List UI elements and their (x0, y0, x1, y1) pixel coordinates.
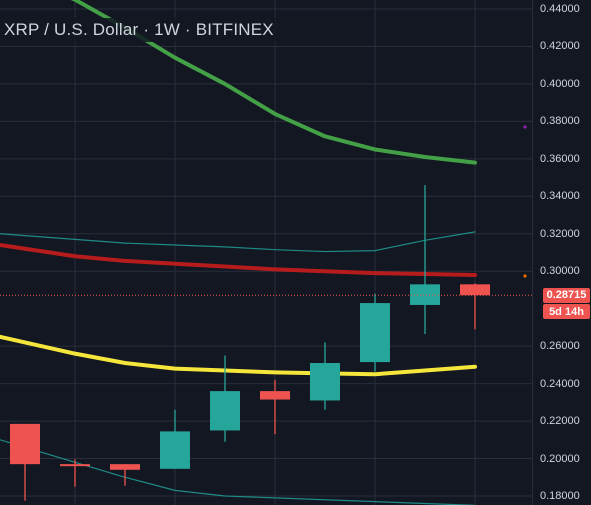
price-tick-label: 0.36000 (540, 152, 580, 165)
candle-up (360, 293, 390, 372)
candle-down (460, 283, 490, 330)
price-tick-label: 0.34000 (540, 190, 580, 203)
symbol-title: XRP / U.S. Dollar · 1W · BITFINEX (0, 18, 280, 42)
price-tick-label: 0.18000 (540, 490, 580, 502)
last-price-badge: 0.28715 (543, 287, 590, 303)
candle-body (460, 284, 490, 296)
candle-up (160, 409, 190, 469)
candle-body (160, 431, 190, 469)
candle-down (260, 379, 290, 435)
candle-down (60, 459, 90, 487)
series-marker-dot (523, 274, 527, 278)
price-tick-label: 0.26000 (540, 340, 580, 353)
candle-up (210, 355, 240, 442)
candle-down (110, 464, 140, 486)
series-marker-dot (523, 125, 527, 129)
candle-body (310, 363, 340, 401)
candle-body (10, 423, 40, 465)
price-axis[interactable]: 0.44000 0.42000 0.40000 0.38000 0.36000 0.340… (532, 0, 591, 505)
price-chart[interactable] (0, 0, 532, 505)
ma-line-red (0, 243, 477, 277)
chart-area[interactable] (0, 0, 532, 505)
ma-line-green (70, 0, 477, 165)
envelope-upper-line (0, 231, 476, 253)
candle-body (210, 391, 240, 431)
price-tick-label: 0.22000 (540, 415, 580, 428)
price-tick-label: 0.20000 (540, 452, 580, 465)
ma-line-yellow (0, 334, 477, 377)
price-tick-label: 0.38000 (540, 115, 580, 128)
envelope-lower-line (0, 439, 476, 505)
price-tick-label: 0.40000 (540, 77, 580, 90)
price-tick-label: 0.42000 (540, 40, 580, 53)
candle-body (110, 464, 140, 470)
candle-body (260, 391, 290, 400)
candle-body (60, 464, 90, 467)
price-tick-label: 0.30000 (540, 265, 580, 278)
price-tick-label: 0.32000 (540, 227, 580, 240)
candle-up (310, 342, 340, 410)
price-tick-label: 0.24000 (540, 377, 580, 390)
candle-down (10, 423, 40, 501)
countdown-badge: 5d 14h (543, 304, 590, 320)
price-tick-label: 0.44000 (540, 3, 580, 15)
candle-body (360, 303, 390, 363)
candle-up (410, 185, 440, 334)
candle-body (410, 284, 440, 305)
